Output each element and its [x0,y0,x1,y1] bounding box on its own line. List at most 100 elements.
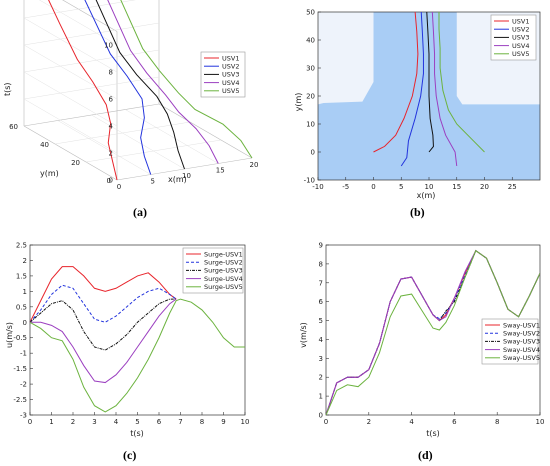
panel-a-ytick: 40 [40,141,49,149]
panel-c-xtick: 9 [221,418,225,426]
panel-a-line-usv3 [95,0,185,170]
panel-d-ytick: 9 [319,242,323,250]
panel-c-legend-label: Surge-USV2 [204,259,243,267]
panel-c-ytick: 2.5 [16,242,27,250]
panel-c-ytick: 2 [23,257,27,265]
panel-a-ztick: 2 [109,150,113,158]
panel-a-gridline [23,0,137,19]
panel-b-line-usv2 [400,11,424,167]
panel-c-xtick: 6 [157,418,162,426]
panel-a-lines [48,0,253,181]
panel-d-caption: (d) [418,448,433,462]
panel-c-lines [29,266,245,413]
panel-a-line-usv2 [84,0,152,175]
panel-a-line-usv1 [48,0,118,181]
panel-c-ytick: -3 [20,412,27,420]
panel-a-gridline [23,98,118,154]
panel-a-box-edge [62,0,118,32]
panel-d-xtick: 6 [452,418,457,426]
panel-a-box-edge [158,103,253,159]
panel-c-xtick: 1 [49,418,53,426]
panel-a-gridline [23,44,118,100]
panel-a-ztick: 0 [109,177,113,185]
panel-c-legend-label: Surge-USV4 [204,275,243,283]
panel-d-legend-label: Sway-USV2 [503,330,540,338]
panel-b-ytick: 10 [306,121,315,129]
panel-a-xtick: 10 [182,172,191,180]
panel-b-ytick: 40 [306,37,315,45]
panel-a-gridline [23,22,160,46]
panel-d-ytick: 4 [319,336,324,344]
panel-d-legend-label: Sway-USV1 [503,321,540,329]
panel-a-ytick: 0 [107,177,111,185]
panel-d-ylabel: v(m/s) [299,322,308,348]
panel-a-ztick: 10 [104,42,113,50]
panel-a-gridline [23,76,160,100]
panel-d-ytick: 2 [319,374,323,382]
panel-b-xtick: 0 [371,183,375,191]
panel-a-xtick: 20 [250,161,259,169]
panel-c-ytick: -2 [20,381,27,389]
panel-d-xtick: 0 [324,418,328,426]
panel-b-ytick: 50 [306,9,315,17]
panel-d-xtick: 8 [495,418,499,426]
panel-a-ytick: 20 [71,159,80,167]
panel-a-xtick: 15 [216,167,225,175]
panel-c-xtick: 10 [241,418,250,426]
panel-b-line-usv3 [426,11,434,153]
panel-c-caption: (c) [123,448,136,462]
panel-a-xlabel: x(m) [168,175,187,184]
panel-d-xtick: 10 [536,418,545,426]
panel-a-gridline [85,139,222,163]
panel-b-legend-label: USV4 [512,42,529,50]
panel-c-xtick: 5 [135,418,139,426]
panel-c-line-surge-usv2 [29,284,177,323]
panel-c-ytick: -1 [20,350,27,358]
panel-c-ylabel: u(m/s) [5,322,14,348]
panel-a-legend-label: USV3 [222,71,239,79]
panel-c-xtick: 8 [200,418,204,426]
panel-b-xtick: 15 [452,183,461,191]
panel-a-gridline [54,121,191,145]
panel-a-legend-label: USV1 [222,54,239,62]
panel-c-xtick: 4 [114,418,119,426]
panel-a-zlabel: t(s) [3,82,12,96]
panel-b-line-usv5 [438,12,485,153]
panel-a-gridline [23,71,118,127]
panel-c-ytick: 1.5 [16,272,27,280]
panel-b-legend-label: USV2 [512,26,529,34]
panel-b-lines [373,11,485,167]
panel-a-caption: (a) [133,205,147,219]
panel-a-ztick: 4 [109,123,114,131]
panel-b-xtick: 5 [399,183,403,191]
panel-c-ytick: -1.5 [13,365,27,373]
panel-d-xlabel: t(s) [426,429,440,438]
panel-c: 0 1 2 3 4 5 6 7 8 9 10 -3 -2.5 -2 -1.5 -1 -0.5 0 0.5 1 1.5 2 2… [5,242,249,463]
panel-a-gridline [125,109,219,164]
panel-d-ytick: 3 [319,355,323,363]
panel-a-legend-label: USV2 [222,63,239,71]
panel-d-lines [325,249,541,416]
panel-c-ytick: -0.5 [13,334,27,342]
panel-c-xlabel: t(s) [130,429,144,438]
panel-b-legend-label: USV3 [512,34,529,42]
panel-c-xtick: 7 [178,418,182,426]
panel-b-legend-label: USV5 [512,50,529,58]
panel-d-line-sway-usv5 [325,249,541,416]
panel-b-xtick: 25 [508,183,517,191]
panel-a-ztick: 8 [109,69,113,77]
panel-d-ytick: 6 [319,298,324,306]
panel-c-line-surge-usv4 [30,298,177,384]
panel-c-xtick: 3 [92,418,96,426]
panel-a-line-usv4 [107,0,219,164]
panel-a-ytick: 60 [9,123,18,131]
panel-a-ylabel: y(m) [40,169,59,178]
panel-b-xtick: -5 [342,183,349,191]
panel-d-legend-label: Sway-USV4 [503,346,540,354]
